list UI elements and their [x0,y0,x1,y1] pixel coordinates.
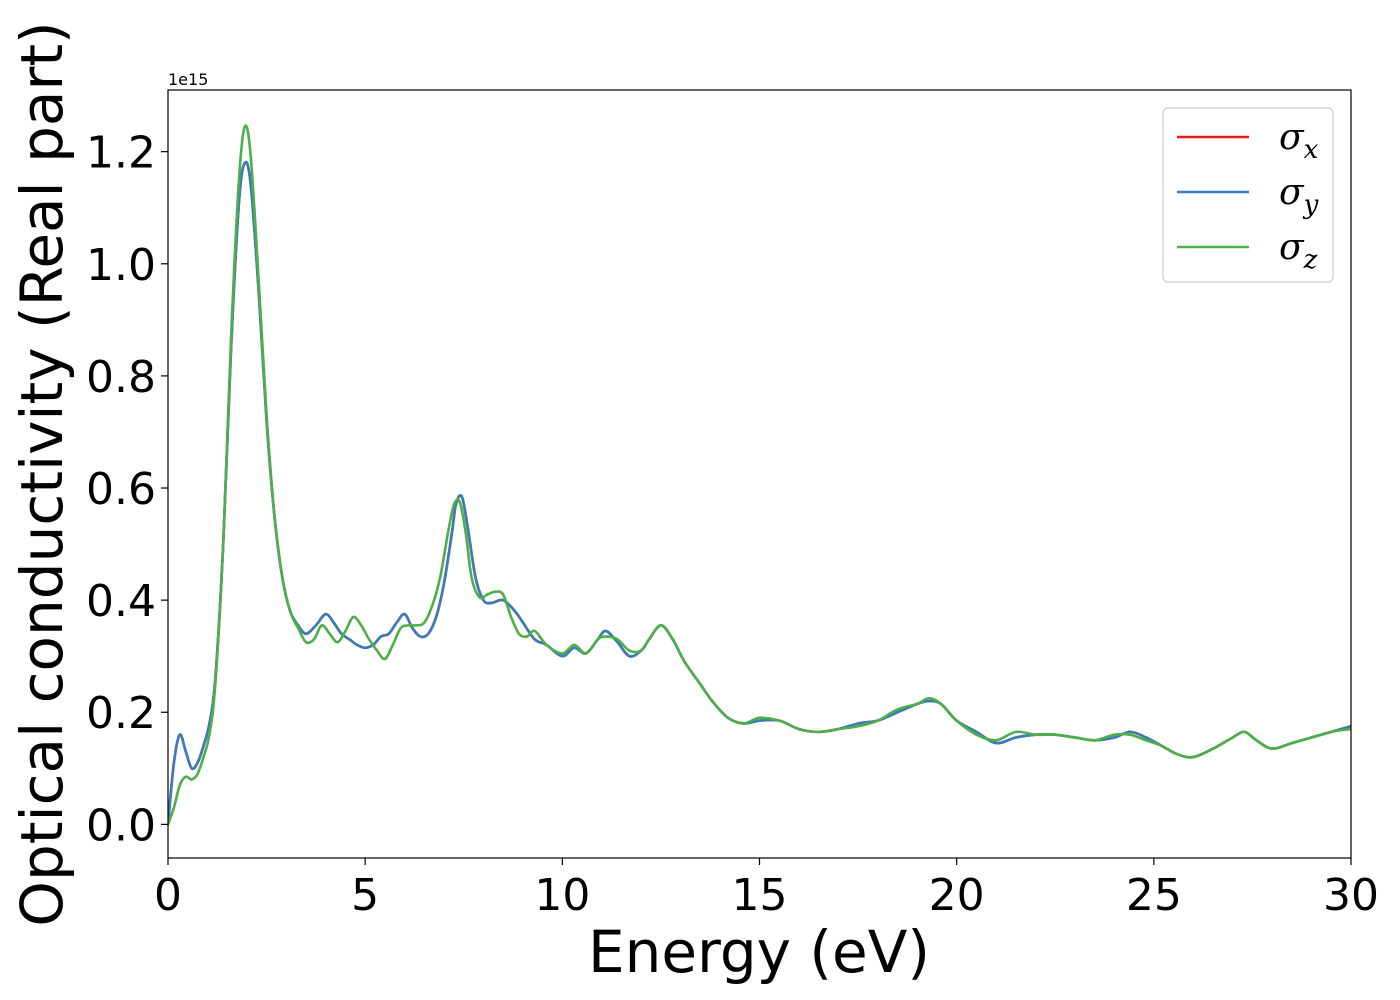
x-tick-label: 30 [1323,870,1379,921]
x-tick-label: 20 [929,870,985,921]
y-tick-label: 0.0 [86,800,156,851]
y-tick-label: 0.2 [86,688,156,739]
x-tick-label: 10 [534,870,590,921]
y-tick-label: 1.2 [86,128,156,179]
y-axis-title: Optical conductivity (Real part) [8,21,76,926]
legend: σx σy σz [1162,107,1334,283]
y-tick-label: 0.6 [86,464,156,515]
y-axis: 0.0 0.2 0.4 0.6 0.8 1.0 1.2 [86,128,168,851]
x-tick-label: 5 [351,870,379,921]
legend-label-x: σx [1279,117,1319,165]
plot-lines [168,124,1351,826]
y-tick-label: 1.0 [86,240,156,291]
y-tick-label: 0.8 [86,352,156,403]
y-offset-label: 1e15 [168,70,208,89]
legend-label-y: σy [1279,172,1319,220]
x-tick-label: 25 [1126,870,1182,921]
x-axis: 0 5 10 15 20 25 30 [154,858,1379,921]
y-tick-label: 0.4 [86,576,156,627]
x-axis-title: Energy (eV) [588,918,930,986]
series-line-z [168,124,1351,826]
x-tick-label: 15 [732,870,788,921]
legend-label-z: σz [1279,227,1318,275]
x-tick-label: 0 [154,870,182,921]
legend-box [1162,107,1334,283]
